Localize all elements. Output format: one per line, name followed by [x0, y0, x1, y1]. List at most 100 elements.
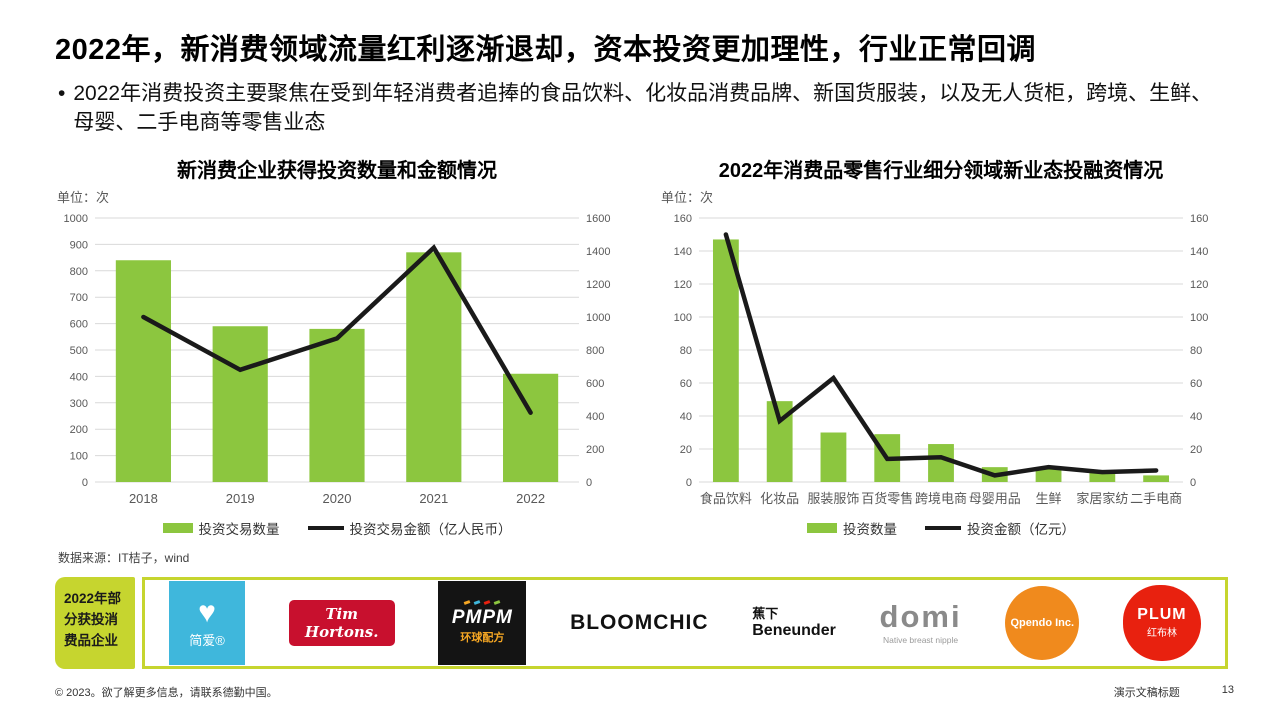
right-axis-tick: 1600 — [586, 213, 610, 225]
legend-line-swatch — [307, 526, 344, 530]
category-label: 二手电商 — [1130, 491, 1182, 506]
right-axis-tick: 600 — [586, 378, 604, 390]
left-axis-tick: 200 — [70, 424, 88, 436]
chart-unit-label: 单位：次 — [661, 190, 714, 205]
line-series — [723, 232, 1159, 478]
chart-investment-by-sector: 2022年消费品零售行业细分领域新业态投融资情况 单位：次 0 20 40 60 80 1… — [657, 160, 1225, 538]
footer: © 2023。欲了解更多信息，请联系德勤中国。 演示文稿标题 13 — [55, 684, 1234, 700]
right-axis-tick: 100 — [1190, 312, 1208, 324]
category-label: 百货零售 — [861, 491, 913, 506]
bar — [928, 444, 954, 482]
footer-page-number: 13 — [1221, 684, 1234, 696]
logo-pmpm: PMPM 环球配方 — [438, 581, 527, 665]
heart-icon: ♥ — [198, 595, 216, 629]
chart-plot: 0 100 200 300 400 500 600 700 800 900 1000 0 200 400 6… — [64, 213, 611, 506]
right-axis-tick: 80 — [1190, 345, 1202, 357]
logo-domi-tagline: Native breast nipple — [882, 635, 959, 645]
strip-label: 2022年部分获投消费品企业 — [55, 577, 135, 669]
right-axis-tick: 1400 — [586, 246, 610, 258]
category-label: 2022 — [516, 491, 545, 506]
left-axis-tick: 1000 — [64, 213, 88, 225]
category-label: 食品饮料 — [700, 491, 752, 506]
bar — [1035, 468, 1062, 482]
left-axis-tick: 600 — [70, 319, 88, 331]
right-axis-tick: 1000 — [586, 312, 610, 324]
chart-title: 新消费企业获得投资数量和金额情况 — [177, 160, 497, 182]
chart-plot: 0 20 40 60 80 100 120 140 160 0 20 40 60 80 100 120 140 1… — [674, 213, 1209, 506]
left-axis-tick: 0 — [82, 477, 88, 489]
logo-domi: domi Native breast nipple — [880, 601, 962, 645]
invested-brands-strip: 2022年部分获投消费品企业 ♥ 简爱® Tim Hortons. PMPM 环… — [55, 577, 1228, 669]
legend-item-line: 投资交易金额（亿人民币） — [307, 518, 512, 538]
right-axis-tick: 1200 — [586, 279, 610, 291]
logo-plum-subtext: 红布林 — [1146, 628, 1177, 639]
right-axis-tick: 40 — [1190, 411, 1202, 423]
bar — [820, 432, 847, 482]
logo-beneunder-en: Beneunder — [752, 622, 836, 640]
logo-tim-hortons-text: Tim Hortons. — [304, 605, 379, 641]
left-axis-tick: 400 — [70, 371, 88, 383]
category-label: 2020 — [323, 491, 352, 506]
category-label: 生鲜 — [1036, 491, 1062, 506]
logo-domi-text: domi — [879, 599, 962, 634]
logo-jianai: ♥ 简爱® — [169, 581, 245, 665]
bar — [1089, 472, 1116, 482]
right-axis-tick: 120 — [1190, 279, 1208, 291]
left-axis-tick: 100 — [674, 312, 692, 324]
chart-legend: 投资数量 投资金额（亿元） — [657, 518, 1225, 538]
logo-beneunder-cn: 蕉下 — [752, 605, 779, 621]
category-label: 2019 — [226, 491, 255, 506]
bar — [309, 328, 365, 482]
left-axis-tick: 700 — [70, 292, 88, 304]
left-axis-tick: 140 — [674, 246, 692, 258]
bullet-point: • 2022年消费投资主要聚焦在受到年轻消费者追捧的食品饮料、化妆品消费品牌、新… — [58, 80, 1218, 138]
logo-beneunder: 蕉下 Beneunder — [752, 606, 836, 641]
left-axis-tick: 800 — [70, 266, 88, 278]
category-label: 2021 — [419, 491, 448, 506]
legend-item-bar: 投资数量 — [807, 518, 897, 538]
legend-bar-label: 投资交易数量 — [198, 522, 280, 537]
logo-jianai-text: 简爱® — [189, 632, 225, 648]
legend-item-bar: 投资交易数量 — [162, 518, 280, 538]
category-label: 母婴用品 — [969, 491, 1021, 506]
logo-pmpm-subtext: 环球配方 — [460, 632, 505, 644]
left-axis-tick: 60 — [680, 378, 692, 390]
legend-bar-swatch — [162, 523, 193, 533]
logo-plum: PLUM 红布林 — [1122, 585, 1201, 661]
right-axis-tick: 400 — [586, 411, 604, 423]
left-axis-tick: 900 — [70, 239, 88, 251]
legend-line-swatch — [925, 526, 961, 530]
bar — [503, 373, 559, 482]
left-axis-tick: 500 — [70, 345, 88, 357]
logo-qpendo: Qpendo Inc. — [1005, 586, 1080, 660]
category-label: 家居家纺 — [1076, 491, 1128, 506]
data-source: 数据来源：IT桔子，wind — [58, 551, 190, 565]
right-axis-tick: 0 — [586, 477, 592, 489]
left-axis-tick: 120 — [674, 279, 692, 291]
left-axis-tick: 40 — [680, 411, 692, 423]
bar — [212, 326, 268, 482]
chart-title: 2022年消费品零售行业细分领域新业态投融资情况 — [718, 160, 1164, 182]
bullet-marker: • — [58, 82, 66, 105]
line-series — [141, 244, 533, 415]
strip-logo-box: ♥ 简爱® Tim Hortons. PMPM 环球配方 BLOOMCHIC 蕉… — [142, 577, 1228, 669]
left-axis-tick: 160 — [674, 213, 692, 225]
bullet-text: 2022年消费投资主要聚焦在受到年轻消费者追捧的食品饮料、化妆品消费品牌、新国货… — [73, 82, 1213, 134]
bar — [406, 252, 462, 482]
right-axis-tick: 20 — [1190, 444, 1202, 456]
category-label: 服装服饰 — [807, 491, 859, 506]
bar — [712, 239, 739, 482]
logo-bloomchic-text: BLOOMCHIC — [570, 611, 709, 634]
legend-bar-swatch — [807, 523, 837, 533]
left-axis-tick: 0 — [686, 477, 692, 489]
logo-qpendo-text: Qpendo Inc. — [1010, 617, 1075, 629]
logo-tim-hortons: Tim Hortons. — [288, 600, 395, 646]
left-axis-tick: 80 — [680, 345, 692, 357]
left-axis-tick: 300 — [70, 398, 88, 410]
chart-investment-by-year: 新消费企业获得投资数量和金额情况 单位：次 0 100 200 300 400 500 60… — [53, 160, 621, 538]
logo-plum-text: PLUM — [1137, 606, 1187, 623]
page-title: 2022年，新消费领域流量红利逐渐退却，资本投资更加理性，行业正常回调 — [55, 34, 1037, 66]
category-label: 化妆品 — [760, 491, 799, 506]
right-axis-tick: 0 — [1190, 477, 1196, 489]
logo-pmpm-text: PMPM — [451, 607, 513, 628]
